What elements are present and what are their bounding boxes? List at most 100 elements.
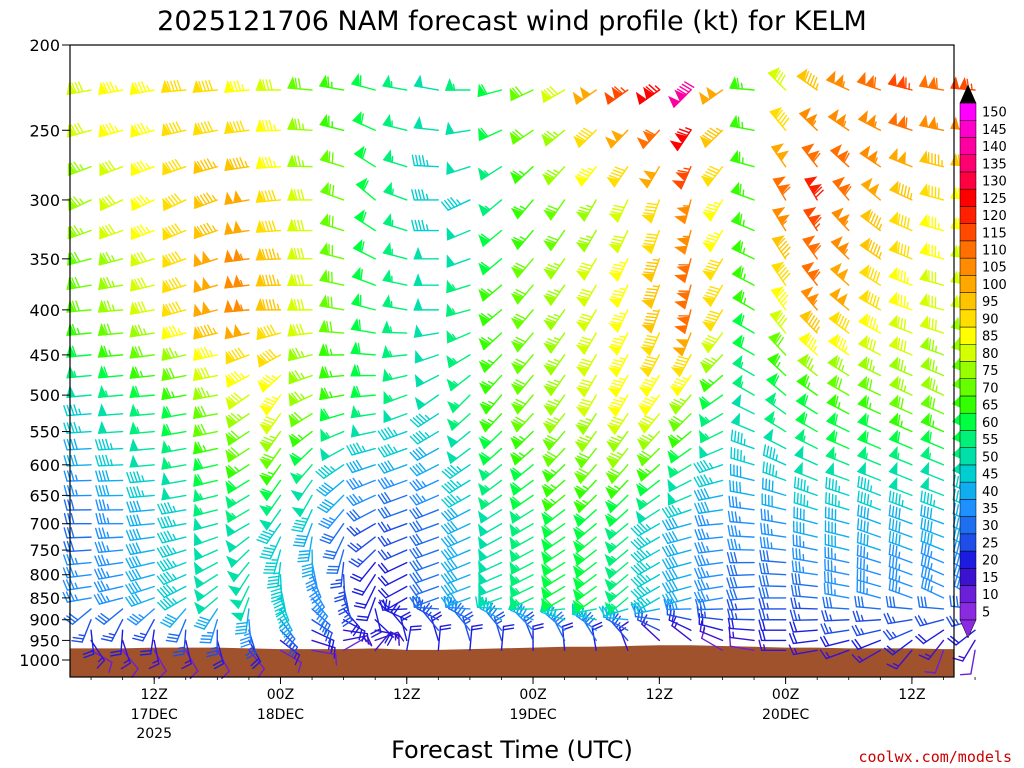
barb-full-flag — [411, 219, 416, 232]
barb-half-flag — [495, 620, 503, 625]
barb-full-flag — [759, 536, 763, 549]
barb-full-flag — [262, 352, 271, 362]
barb-half-flag — [811, 120, 817, 127]
barb-half-flag — [141, 475, 145, 483]
barb-full-flag — [633, 552, 643, 562]
wind-barb-69h-450hpa — [798, 332, 818, 356]
barb-half-flag — [329, 391, 333, 398]
wind-barb-81h-700hpa — [920, 504, 945, 525]
wind-barb-60h-575hpa — [699, 445, 724, 459]
barb-pennant — [888, 412, 899, 426]
barb-full-flag — [610, 241, 623, 245]
barb-full-flag — [297, 274, 301, 286]
barb-half-flag — [484, 470, 491, 476]
barb-full-flag — [642, 344, 654, 348]
barb-pennant — [256, 326, 266, 341]
barb-half-flag — [518, 452, 525, 458]
wind-barb-15h-775hpa — [226, 561, 250, 583]
barb-full-flag — [280, 623, 290, 632]
wind-barb-6h-225hpa — [129, 81, 155, 96]
barb-full-flag — [447, 495, 456, 505]
wind-barb-0h-450hpa — [66, 344, 92, 358]
barb-full-flag — [125, 596, 133, 607]
wind-barb-57h-600hpa — [667, 464, 692, 479]
barb-full-flag — [346, 463, 354, 474]
barb-full-flag — [157, 601, 166, 611]
barb-pennant — [797, 353, 809, 367]
wind-barb-30h-750hpa — [377, 549, 408, 561]
barb-full-flag — [265, 274, 270, 287]
barb-pennant — [225, 465, 237, 479]
barb-full-flag — [349, 461, 357, 473]
barb-full-flag — [281, 626, 291, 635]
barb-full-flag — [361, 630, 366, 642]
barb-full-flag — [547, 264, 559, 270]
wind-barb-63h-525hpa — [731, 394, 755, 415]
wind-barb-33h-775hpa — [409, 559, 440, 572]
barb-half-flag — [74, 557, 79, 565]
barb-pennant — [857, 394, 867, 409]
barb-full-flag — [545, 317, 557, 323]
barb-full-flag — [611, 340, 624, 345]
barb-full-flag — [292, 544, 305, 547]
barb-full-flag — [733, 551, 738, 564]
barb-pennant — [604, 514, 617, 528]
barb-full-flag — [230, 430, 240, 439]
colorbar-min-arrow — [959, 619, 977, 639]
barb-full-flag — [268, 299, 273, 311]
barb-half-flag — [610, 580, 617, 586]
barb-full-flag — [700, 567, 707, 578]
barb-full-flag — [875, 245, 881, 257]
wind-barb-18h-725hpa — [259, 536, 282, 560]
wind-barb-12h-900hpa — [199, 619, 219, 644]
barb-full-flag — [639, 585, 649, 595]
wind-barb-12h-750hpa — [193, 547, 219, 561]
wind-barb-54h-425hpa — [640, 332, 661, 357]
barb-half-flag — [111, 304, 115, 312]
barb-full-flag — [133, 124, 141, 136]
barb-full-flag — [926, 532, 930, 545]
wind-barb-42h-450hpa — [510, 354, 534, 375]
barb-full-flag — [780, 269, 789, 279]
barb-pennant — [259, 423, 273, 435]
barb-full-flag — [575, 552, 585, 561]
barb-half-flag — [231, 512, 237, 519]
wind-barb-48h-725hpa — [572, 536, 597, 554]
barb-full-flag — [610, 172, 622, 178]
barb-half-flag — [300, 351, 305, 358]
barb-full-flag — [578, 468, 590, 475]
wind-barb-6h-675hpa — [126, 500, 155, 513]
barb-full-flag — [261, 220, 267, 233]
barb-pennant — [255, 219, 266, 233]
wind-barb-21h-275hpa — [287, 154, 313, 168]
wind-barb-18h-800hpa — [270, 574, 283, 603]
barb-pennant — [446, 161, 456, 175]
barb-full-flag — [167, 515, 173, 527]
barb-pennant — [575, 366, 590, 377]
barb-full-flag — [166, 530, 174, 542]
barb-full-flag — [135, 568, 142, 580]
barb-full-flag — [480, 233, 491, 241]
wind-barb-66h-600hpa — [762, 444, 787, 466]
barb-full-flag — [668, 569, 675, 580]
barb-half-flag — [860, 628, 865, 635]
barb-full-flag — [857, 475, 860, 488]
barb-full-flag — [240, 642, 252, 648]
wind-barb-27h-600hpa — [346, 459, 376, 474]
barb-half-flag — [519, 205, 527, 210]
barb-pennant — [161, 367, 171, 382]
wind-barbs — [62, 67, 976, 679]
wind-barb-0h-525hpa — [63, 404, 92, 417]
barb-half-flag — [341, 602, 348, 607]
barb-full-flag — [766, 550, 770, 562]
wind-barb-0h-375hpa — [66, 276, 92, 291]
barb-full-flag — [134, 366, 140, 378]
barb-full-flag — [380, 549, 389, 560]
wind-barb-60h-700hpa — [694, 514, 724, 527]
barb-full-flag — [444, 468, 454, 478]
wind-barb-60h-875hpa — [695, 598, 724, 611]
barb-pennant — [161, 487, 171, 501]
barb-full-flag — [125, 530, 132, 542]
barb-full-flag — [133, 634, 146, 639]
barb-full-flag — [709, 285, 721, 291]
